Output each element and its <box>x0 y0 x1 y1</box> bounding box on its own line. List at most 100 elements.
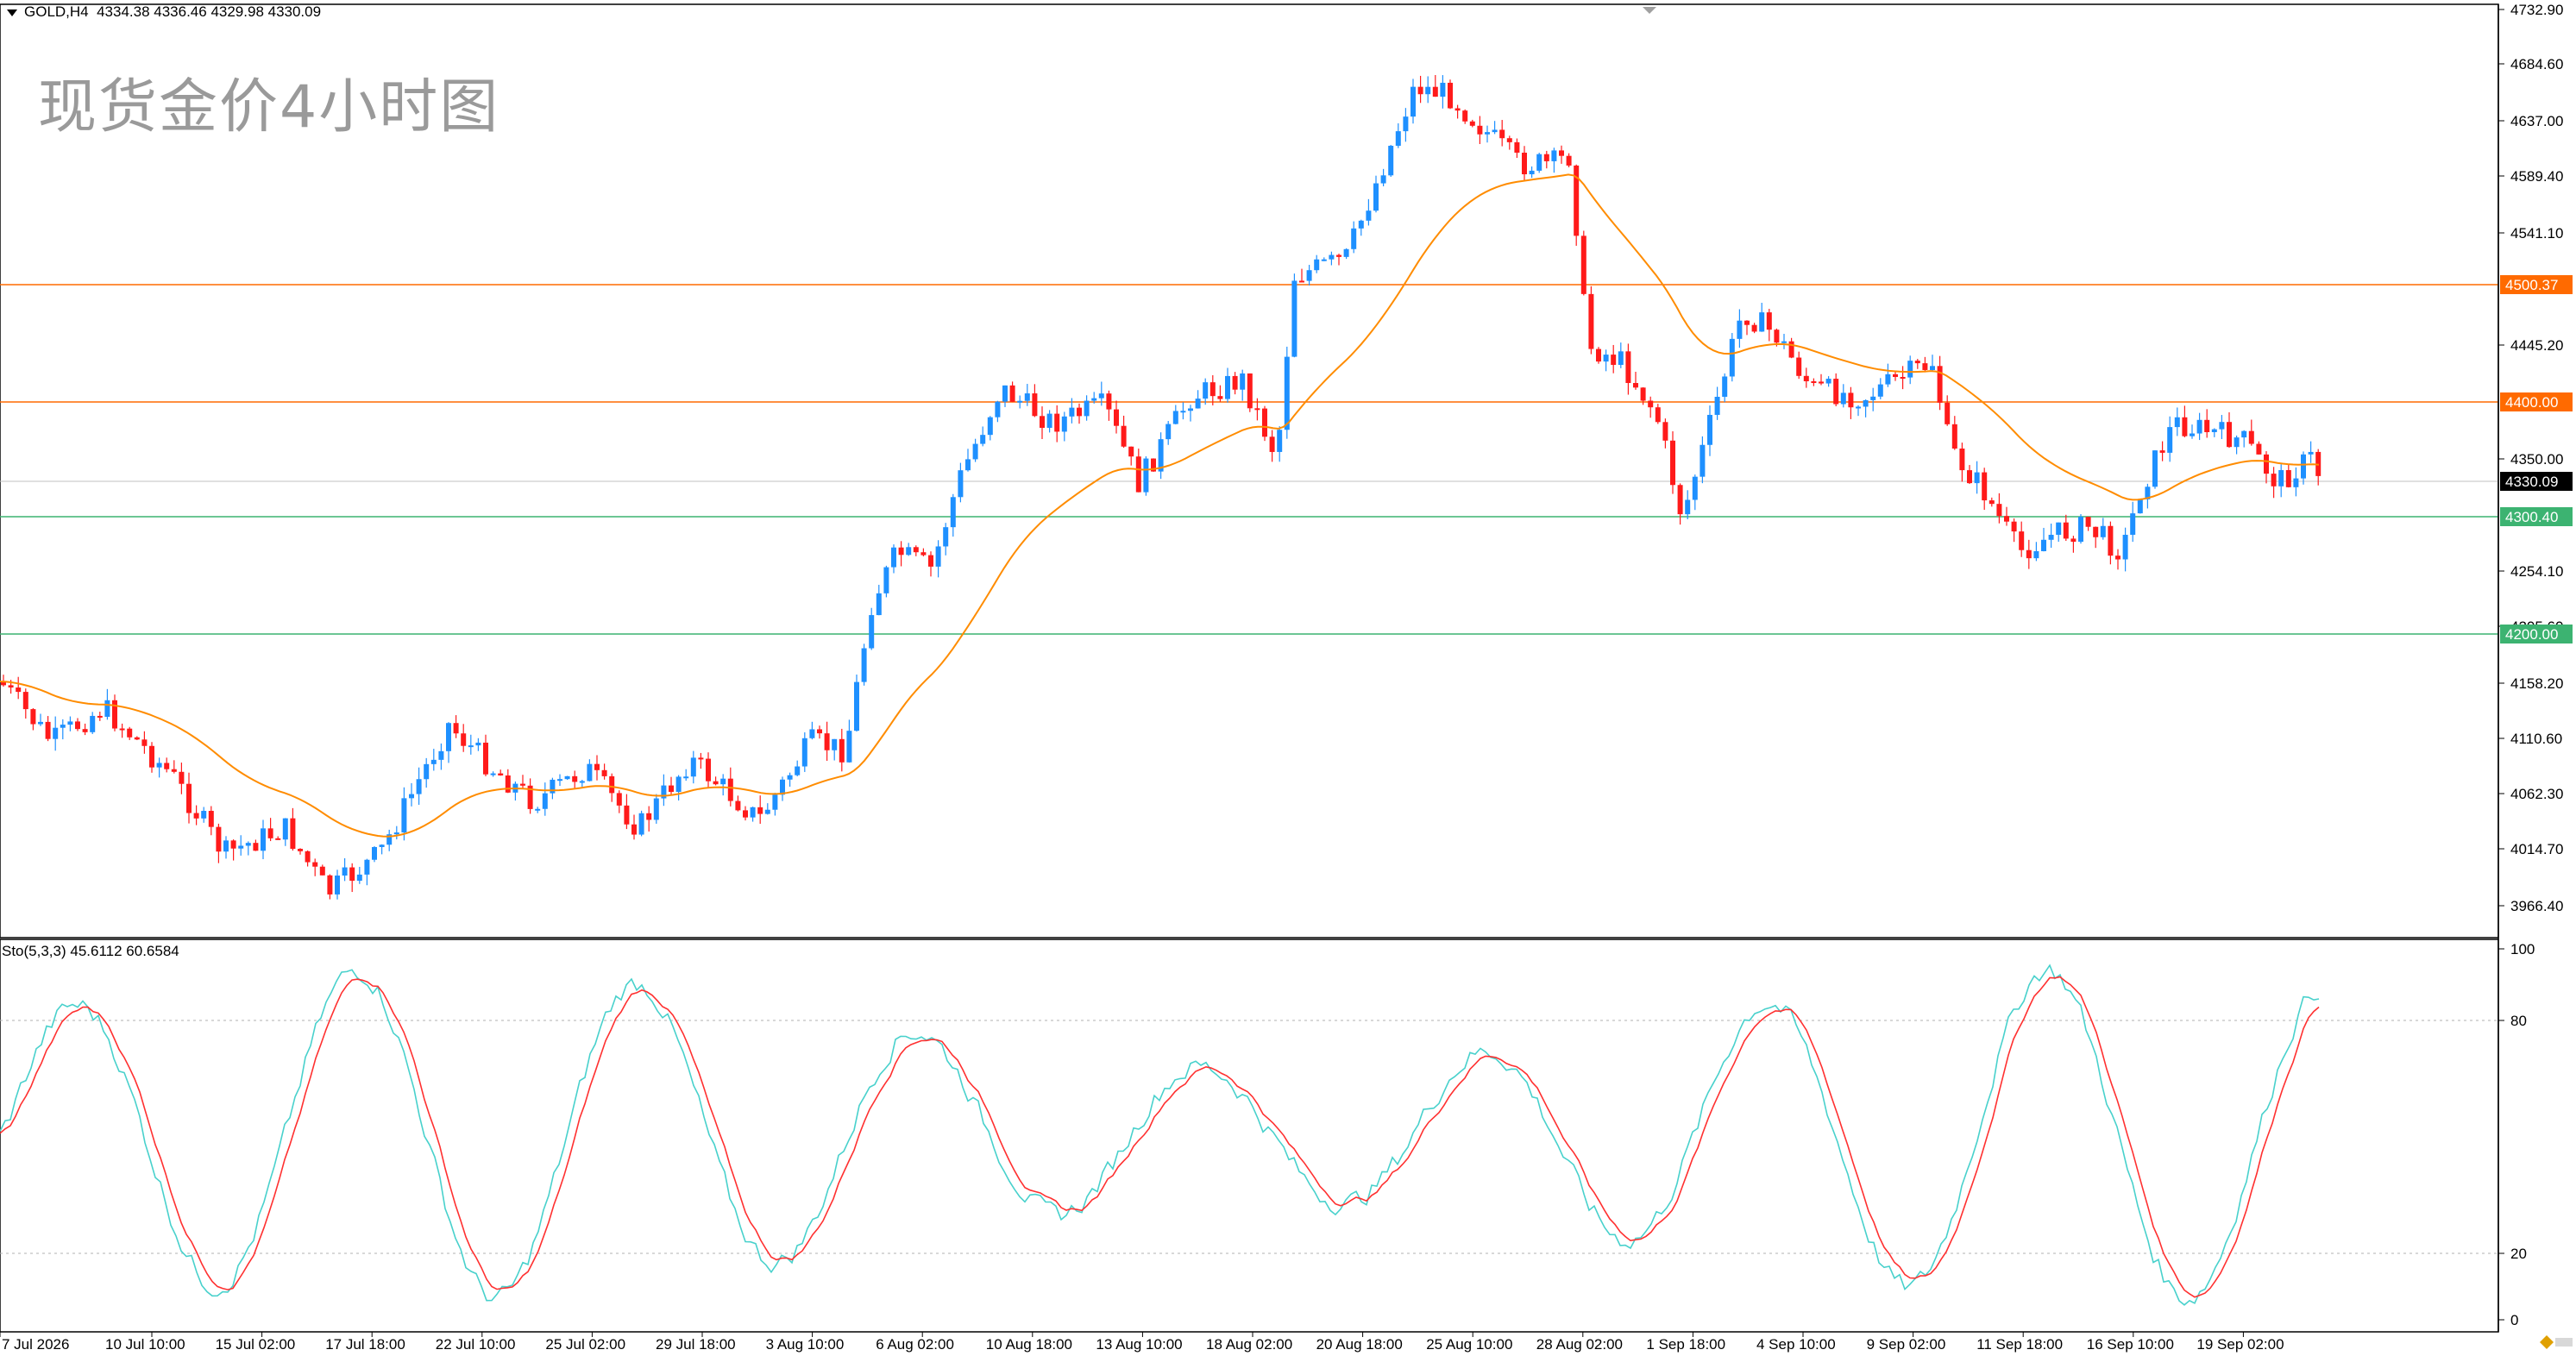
candle-body <box>1343 248 1349 257</box>
candle-body <box>119 728 125 731</box>
candle-body <box>2204 419 2210 433</box>
candle-body <box>1143 458 1149 493</box>
price-tick-label: 4158.20 <box>2510 675 2563 692</box>
time-axis[interactable]: 7 Jul 2026 10 Jul 10:00 15 Jul 02:00 17 Jul… <box>0 1332 2284 1353</box>
candle-body <box>298 849 303 851</box>
candle-body <box>82 729 88 732</box>
candle-body <box>356 874 362 882</box>
candle-body <box>1084 400 1090 417</box>
candle-body <box>60 725 66 728</box>
level-label-bg <box>2500 507 2573 526</box>
candle-body <box>238 845 244 849</box>
candle-body <box>2085 517 2091 527</box>
sto-tick-label: 80 <box>2510 1013 2527 1029</box>
candle-body <box>261 828 266 851</box>
candle-body <box>735 800 741 811</box>
price-axis[interactable]: 4732.90 4684.60 4637.00 4589.40 4541.10 4445.… <box>2497 2 2563 1332</box>
candle-body <box>230 840 236 849</box>
price-tick-label: 4350.00 <box>2510 451 2563 468</box>
candle-body <box>2019 531 2025 550</box>
candle-body <box>2145 487 2151 499</box>
candle-body <box>1091 398 1097 401</box>
candle-body <box>683 776 689 779</box>
price-tick-label: 4110.60 <box>2510 731 2562 747</box>
time-tick-label: 20 Aug 18:00 <box>1316 1336 1403 1353</box>
candle-body <box>1195 399 1201 409</box>
time-tick-label: 18 Aug 02:00 <box>1206 1336 1292 1353</box>
candle-body <box>327 875 333 895</box>
candle-body <box>1788 341 1794 358</box>
candle-body <box>342 867 348 876</box>
candle-body <box>475 742 481 746</box>
candle-body <box>290 818 296 850</box>
candle-body <box>698 757 704 760</box>
candle-body <box>1551 150 1557 161</box>
candle-body <box>1825 379 1831 384</box>
candle-body <box>1885 374 1891 385</box>
candle-body <box>854 681 859 731</box>
candle-body <box>861 648 867 682</box>
candle-body <box>1937 366 1943 403</box>
candle-body <box>1284 356 1290 430</box>
candle-body <box>2115 556 2120 560</box>
candle-body <box>1 681 6 686</box>
candle-body <box>2190 433 2195 436</box>
candle-body <box>1856 406 1861 409</box>
time-tick-label: 25 Aug 10:00 <box>1426 1336 1512 1353</box>
candle-body <box>2070 538 2077 543</box>
candle-body <box>1336 254 1341 257</box>
time-tick-label: 17 Jul 18:00 <box>325 1336 405 1353</box>
candle-body <box>780 779 785 795</box>
candle-body <box>609 775 615 794</box>
candle-body <box>928 555 933 567</box>
candle-body <box>1677 485 1683 515</box>
candle-body <box>995 401 1001 417</box>
price-tick-label: 4684.60 <box>2510 56 2563 72</box>
candle-body <box>824 733 830 750</box>
candle-body <box>2234 437 2240 448</box>
candle-body <box>920 552 927 556</box>
candle-body <box>1269 436 1275 452</box>
candle-body <box>2152 450 2158 487</box>
candle-body <box>876 593 882 616</box>
candle-body <box>1128 446 1134 457</box>
level-labels: 4500.37 4400.00 4300.40 4200.00 4330.09 <box>2500 275 2573 643</box>
candle-body <box>8 685 14 688</box>
candle-body <box>2308 451 2314 455</box>
candle-body <box>1707 414 1712 445</box>
candle-body <box>468 745 474 748</box>
candle-body <box>498 773 504 775</box>
candle-body <box>1685 499 1691 515</box>
stochastic-axis: 100 80 20 0 <box>2498 941 2535 1328</box>
candle-body <box>2182 417 2188 436</box>
candle-body <box>579 781 585 783</box>
level-label: 4500.37 <box>2505 277 2558 293</box>
candle-body <box>1907 361 1913 378</box>
candle-body <box>950 497 956 528</box>
price-tick-label: 4062.30 <box>2510 786 2563 802</box>
candle-body <box>186 783 192 813</box>
candle-body <box>446 723 451 751</box>
candle-body <box>379 844 385 847</box>
candle-body <box>1774 330 1780 343</box>
candle-body <box>601 769 607 776</box>
candle-body <box>1277 430 1283 452</box>
candle-body <box>1403 116 1409 132</box>
candle-body <box>2056 522 2062 535</box>
candle-body <box>1002 385 1008 402</box>
candle-body <box>1247 373 1253 409</box>
dropdown-triangle-icon[interactable] <box>7 9 17 16</box>
candle-body <box>1180 411 1186 413</box>
time-tick-label: 28 Aug 02:00 <box>1536 1336 1623 1353</box>
time-tick-label: 3 Aug 10:00 <box>766 1336 845 1353</box>
candle-body <box>179 771 185 784</box>
time-tick-label: 7 Jul 2026 <box>2 1336 69 1353</box>
candle-body <box>1291 280 1297 357</box>
candle-body <box>1448 82 1453 109</box>
chart-shift-marker[interactable] <box>1643 7 1656 14</box>
candle-body <box>53 727 59 739</box>
level-label: 4300.40 <box>2505 509 2558 525</box>
candle-body <box>275 838 281 840</box>
candle-body <box>1158 439 1164 472</box>
